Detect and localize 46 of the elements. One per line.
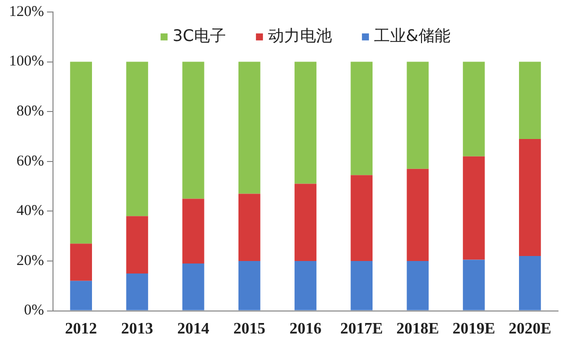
bar [126, 216, 148, 274]
bar [70, 244, 92, 281]
bar [519, 138, 541, 256]
bar [294, 184, 316, 261]
y-tick-label: 80% [16, 104, 44, 120]
bar [406, 62, 429, 169]
bar [238, 194, 260, 261]
x-tick-label: 2018E [396, 320, 440, 338]
x-tick-label: 2019E [452, 320, 496, 338]
bar [519, 62, 541, 139]
bar [462, 62, 485, 156]
y-tick-label: 60% [16, 153, 44, 170]
x-tick-label: 2016 [290, 320, 322, 338]
bar [350, 175, 373, 261]
y-tick-label: 40% [16, 203, 44, 220]
bar [462, 260, 485, 310]
bar [126, 273, 148, 310]
y-tick-label: 0% [24, 302, 44, 319]
y-tick-label: 20% [16, 252, 44, 269]
bar [182, 62, 204, 199]
bar [238, 62, 260, 194]
x-tick-label: 2014 [177, 320, 210, 338]
bar [182, 198, 204, 264]
bar [406, 261, 429, 310]
bar [182, 263, 204, 310]
bar [406, 168, 429, 261]
bar [350, 62, 373, 176]
x-tick-label: 2013 [121, 320, 154, 338]
x-tick-label: 2017E [340, 320, 383, 338]
y-tick-label: 120% [8, 4, 44, 20]
bar [462, 156, 485, 260]
bar [70, 62, 92, 244]
bar [294, 62, 316, 184]
bar [70, 280, 92, 310]
bar [350, 261, 373, 310]
legend-label: 工业&储能 [374, 26, 450, 46]
x-tick-label: 2020E [508, 320, 552, 338]
x-tick-label: 2015 [233, 320, 266, 338]
legend-label: 3C电子 [172, 26, 226, 46]
bar [126, 62, 148, 216]
bar [519, 256, 541, 310]
legend-label: 动力电池 [268, 26, 332, 46]
x-tick-label: 2012 [65, 320, 98, 338]
bar [238, 261, 260, 310]
y-tick-label: 100% [8, 54, 44, 70]
bar [294, 261, 316, 310]
